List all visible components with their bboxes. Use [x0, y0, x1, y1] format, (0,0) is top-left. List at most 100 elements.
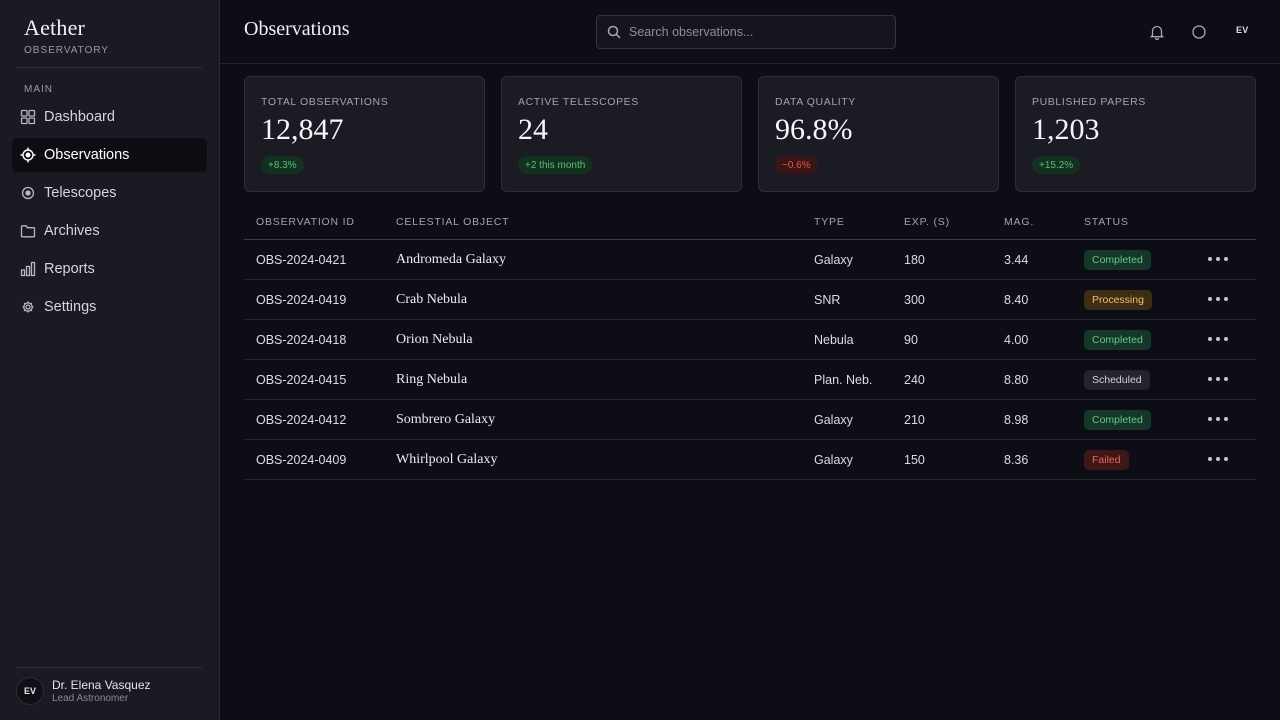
table-row[interactable]: OBS-2024-0412 Sombrero Galaxy Galaxy 210…: [244, 400, 1256, 440]
sidebar-item-label: Observations: [44, 147, 130, 163]
cell-type: Galaxy: [814, 453, 853, 467]
row-actions-more-icon[interactable]: [1208, 411, 1228, 427]
nav-section-label: MAIN: [24, 84, 53, 95]
cell-magnitude: 8.98: [1004, 413, 1029, 427]
row-actions-more-icon[interactable]: [1208, 331, 1228, 347]
sidebar-item-archives[interactable]: Archives: [12, 214, 207, 248]
brand-title: Aether: [24, 15, 86, 40]
circle-icon: [1191, 24, 1207, 40]
cell-type: SNR: [814, 293, 841, 307]
cell-type: Plan. Neb.: [814, 373, 873, 387]
sidebar-item-label: Archives: [44, 223, 100, 239]
row-actions-more-icon[interactable]: [1208, 371, 1228, 387]
row-actions-more-icon[interactable]: [1208, 291, 1228, 307]
cell-observation-id: OBS-2024-0419: [256, 293, 347, 307]
cell-magnitude: 8.40: [1004, 293, 1029, 307]
stat-card-active-telescopes: ACTIVE TELESCOPES 24 +2 this month: [501, 76, 742, 192]
user-name: Dr. Elena Vasquez: [52, 678, 151, 692]
table-row[interactable]: OBS-2024-0419 Crab Nebula SNR 300 8.40 P…: [244, 280, 1256, 320]
table-header: OBSERVATION ID CELESTIAL OBJECT TYPE EXP…: [244, 202, 1256, 240]
cell-exposure: 240: [904, 373, 925, 387]
stat-label: TOTAL OBSERVATIONS: [261, 96, 389, 108]
cell-exposure: 300: [904, 293, 925, 307]
column-header-id[interactable]: OBSERVATION ID: [256, 216, 355, 228]
cell-observation-id: OBS-2024-0415: [256, 373, 347, 387]
cell-type: Galaxy: [814, 413, 853, 427]
cell-celestial-object: Ring Nebula: [396, 372, 468, 387]
folder-icon: [20, 223, 36, 239]
table-row[interactable]: OBS-2024-0409 Whirlpool Galaxy Galaxy 15…: [244, 440, 1256, 480]
sidebar-nav: Dashboard Observations Telescopes: [12, 100, 207, 328]
column-header-status[interactable]: STATUS: [1084, 216, 1129, 228]
sidebar-item-settings[interactable]: Settings: [12, 290, 207, 324]
column-header-type[interactable]: TYPE: [814, 216, 845, 228]
status-badge: Scheduled: [1084, 370, 1150, 390]
stat-delta-badge: −0.6%: [775, 156, 818, 174]
sidebar-item-observations[interactable]: Observations: [12, 138, 207, 172]
sidebar-item-reports[interactable]: Reports: [12, 252, 207, 286]
cell-exposure: 210: [904, 413, 925, 427]
cell-observation-id: OBS-2024-0421: [256, 253, 347, 267]
cell-magnitude: 8.36: [1004, 453, 1029, 467]
cell-magnitude: 3.44: [1004, 253, 1029, 267]
user-menu-initials[interactable]: EV: [1236, 25, 1249, 35]
brand-subtitle: OBSERVATORY: [24, 45, 110, 56]
row-actions-more-icon[interactable]: [1208, 251, 1228, 267]
observations-table: OBSERVATION ID CELESTIAL OBJECT TYPE EXP…: [244, 202, 1256, 480]
theme-toggle-button[interactable]: [1187, 20, 1211, 44]
stat-delta-badge: +2 this month: [518, 156, 593, 174]
stat-delta-badge: +15.2%: [1032, 156, 1081, 174]
page-title: Observations: [244, 18, 350, 40]
search-input[interactable]: [629, 25, 879, 39]
status-badge: Completed: [1084, 410, 1151, 430]
cell-celestial-object: Whirlpool Galaxy: [396, 452, 498, 467]
sidebar-item-telescopes[interactable]: Telescopes: [12, 176, 207, 210]
cell-celestial-object: Crab Nebula: [396, 292, 468, 307]
cell-observation-id: OBS-2024-0418: [256, 333, 347, 347]
notifications-button[interactable]: [1145, 20, 1169, 44]
stats-row: TOTAL OBSERVATIONS 12,847 +8.3% ACTIVE T…: [244, 76, 1256, 192]
bell-icon: [1149, 24, 1165, 40]
status-badge: Completed: [1084, 330, 1151, 350]
user-profile[interactable]: EV Dr. Elena Vasquez Lead Astronomer: [16, 677, 151, 705]
sidebar-item-label: Dashboard: [44, 109, 115, 125]
stat-value: 96.8%: [775, 113, 853, 146]
cell-exposure: 180: [904, 253, 925, 267]
status-badge: Processing: [1084, 290, 1152, 310]
avatar: EV: [16, 677, 44, 705]
brand: Aether OBSERVATORY: [24, 15, 109, 56]
header: Observations EV: [220, 0, 1280, 64]
user-role: Lead Astronomer: [52, 693, 129, 704]
sidebar: Aether OBSERVATORY MAIN Dashboard Obse: [0, 0, 220, 720]
stat-card-data-quality: DATA QUALITY 96.8% −0.6%: [758, 76, 999, 192]
bar-chart-icon: [20, 261, 36, 277]
stat-label: PUBLISHED PAPERS: [1032, 96, 1146, 108]
column-header-magnitude[interactable]: MAG.: [1004, 216, 1035, 228]
cell-type: Galaxy: [814, 253, 853, 267]
grid-icon: [20, 109, 36, 125]
stat-label: ACTIVE TELESCOPES: [518, 96, 639, 108]
status-badge: Completed: [1084, 250, 1151, 270]
column-header-exposure[interactable]: EXP. (S): [904, 216, 950, 228]
target-icon: [20, 147, 36, 163]
search-icon: [607, 25, 621, 39]
divider: [16, 67, 202, 68]
gear-icon: [20, 299, 36, 315]
sidebar-item-dashboard[interactable]: Dashboard: [12, 100, 207, 134]
cell-celestial-object: Orion Nebula: [396, 332, 473, 347]
cell-observation-id: OBS-2024-0412: [256, 413, 347, 427]
stat-card-published-papers: PUBLISHED PAPERS 1,203 +15.2%: [1015, 76, 1256, 192]
search-box[interactable]: [596, 15, 896, 49]
stat-value: 12,847: [261, 113, 344, 146]
stat-card-total-observations: TOTAL OBSERVATIONS 12,847 +8.3%: [244, 76, 485, 192]
table-row[interactable]: OBS-2024-0415 Ring Nebula Plan. Neb. 240…: [244, 360, 1256, 400]
column-header-object[interactable]: CELESTIAL OBJECT: [396, 216, 510, 228]
sidebar-item-label: Telescopes: [44, 185, 117, 201]
row-actions-more-icon[interactable]: [1208, 451, 1228, 467]
cell-type: Nebula: [814, 333, 854, 347]
stat-label: DATA QUALITY: [775, 96, 856, 108]
stat-value: 1,203: [1032, 113, 1100, 146]
divider: [16, 667, 202, 668]
table-row[interactable]: OBS-2024-0421 Andromeda Galaxy Galaxy 18…: [244, 240, 1256, 280]
table-row[interactable]: OBS-2024-0418 Orion Nebula Nebula 90 4.0…: [244, 320, 1256, 360]
